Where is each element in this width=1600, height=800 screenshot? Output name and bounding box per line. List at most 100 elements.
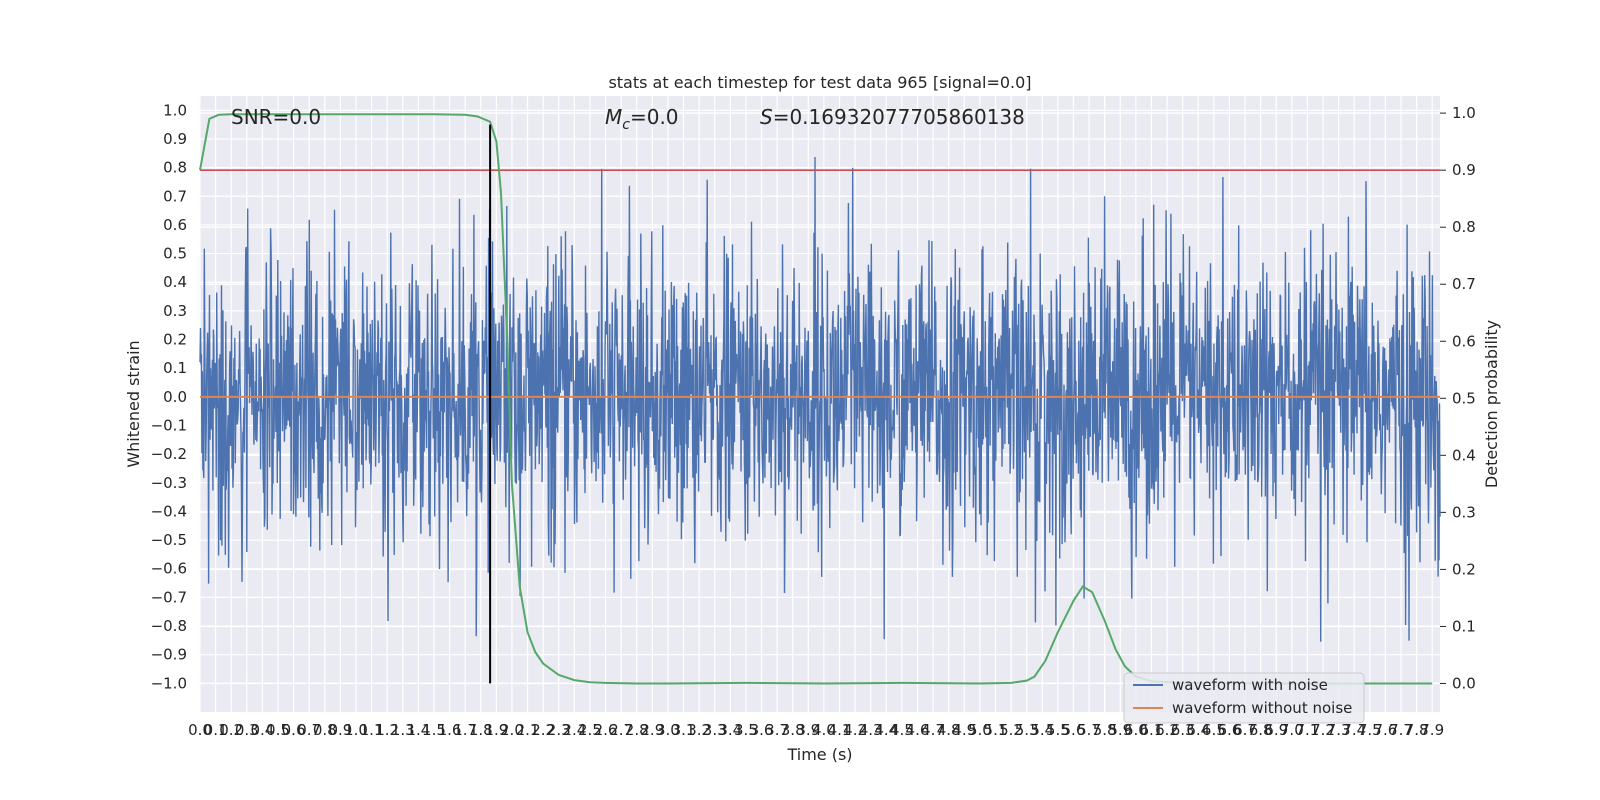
- x-tick-label: 1.1: [360, 721, 384, 739]
- y-left-tick-label: −0.6: [151, 560, 187, 578]
- series-detection-probability: [199, 113, 1433, 685]
- x-tick-label: 4.7: [921, 721, 945, 739]
- y-right-tick-label: 1.0: [1452, 104, 1476, 122]
- x-tick-label: 7.5: [1358, 721, 1382, 739]
- x-tick-label: 3.7: [765, 721, 789, 739]
- x-tick-label: 3.1: [672, 721, 696, 739]
- x-tick-label: 0.5: [266, 721, 290, 739]
- x-tick-label: 6.2: [1155, 721, 1179, 739]
- y-right-tick-label: 0.5: [1452, 389, 1476, 407]
- y-right-axis-label: Detection probability: [1482, 320, 1501, 488]
- x-tick-label: 1.5: [422, 721, 446, 739]
- snr-annotation: SNR=0.0: [231, 105, 321, 129]
- x-axis-label: Time (s): [786, 745, 852, 764]
- mc-symbol: M: [605, 105, 622, 129]
- x-tick-label: 7.6: [1373, 721, 1397, 739]
- y-left-tick-label: −0.8: [151, 617, 187, 635]
- x-tick-label: 6.9: [1264, 721, 1288, 739]
- x-tick-label: 0.4: [250, 721, 274, 739]
- x-tick-label: 6.7: [1233, 721, 1257, 739]
- x-tick-label: 4.2: [843, 721, 867, 739]
- x-tick-label: 5.5: [1046, 721, 1070, 739]
- chirp-mass-annotation: Mc=0.0: [605, 105, 679, 133]
- x-tick-label: 1.9: [484, 721, 508, 739]
- y-left-tick-label: −0.3: [151, 474, 187, 492]
- x-tick-label: 3.2: [687, 721, 711, 739]
- x-tick-label: 4.8: [937, 721, 961, 739]
- x-tick-label: 1.6: [438, 721, 462, 739]
- x-tick-label: 5.8: [1093, 721, 1117, 739]
- y-right-tick-label: 0.7: [1452, 275, 1476, 293]
- x-tick-label: 5.4: [1030, 721, 1054, 739]
- s-annotation: S=0.16932077705860138: [760, 105, 1025, 129]
- x-tick-label: 4.9: [952, 721, 976, 739]
- series-waveform-with-noise: [199, 156, 1441, 642]
- x-tick-label: 5.2: [999, 721, 1023, 739]
- series-waveform-with-noise-line: [199, 156, 1441, 642]
- x-tick-labels: 0.00.10.20.30.40.50.60.70.80.91.01.11.21…: [188, 721, 1444, 739]
- y-left-tick-label: 0.2: [163, 331, 187, 349]
- x-tick-label: 4.3: [859, 721, 883, 739]
- x-tick-label: 2.7: [609, 721, 633, 739]
- y-right-tick-label: 0.8: [1452, 218, 1476, 236]
- y-right-tick-label: 0.4: [1452, 446, 1476, 464]
- y-right-tick-labels: 1.0 0.9 0.8 0.7 0.6 0.5 0.4 0.3 0.2 0.1 0.0: [1452, 104, 1476, 692]
- x-tick-label: 6.5: [1202, 721, 1226, 739]
- x-tick-label: 2.2: [531, 721, 555, 739]
- x-tick-label: 4.4: [874, 721, 898, 739]
- chart-title: stats at each timestep for test data 965…: [608, 73, 1031, 92]
- x-tick-label: 2.3: [547, 721, 571, 739]
- x-tick-label: 6.1: [1140, 721, 1164, 739]
- x-tick-label: 6.8: [1249, 721, 1273, 739]
- x-tick-label: 3.0: [656, 721, 680, 739]
- y-left-tick-label: 0.1: [163, 359, 187, 377]
- y-axis-label: Whitened strain: [124, 340, 143, 467]
- x-tick-label: 1.8: [469, 721, 493, 739]
- x-tick-label: 3.3: [703, 721, 727, 739]
- x-tick-label: 0.0: [188, 721, 212, 739]
- x-tick-label: 0.7: [297, 721, 321, 739]
- x-tick-label: 2.8: [625, 721, 649, 739]
- x-tick-label: 7.8: [1405, 721, 1429, 739]
- x-tick-label: 7.9: [1420, 721, 1444, 739]
- legend-label-noise: waveform with noise: [1172, 676, 1328, 694]
- x-tick-label: 0.2: [219, 721, 243, 739]
- x-tick-label: 1.0: [344, 721, 368, 739]
- x-tick-label: 7.4: [1342, 721, 1366, 739]
- y-right-tick-label: 0.6: [1452, 332, 1476, 350]
- x-tick-label: 4.0: [812, 721, 836, 739]
- series-layer: [199, 113, 1440, 685]
- x-tick-label: 5.6: [1062, 721, 1086, 739]
- mc-subscript: c: [622, 117, 630, 133]
- x-tick-label: 2.9: [640, 721, 664, 739]
- x-tick-label: 0.3: [235, 721, 259, 739]
- x-tick-label: 1.4: [406, 721, 430, 739]
- x-tick-label: 3.6: [750, 721, 774, 739]
- x-tick-label: 2.0: [500, 721, 524, 739]
- y-right-tick-label: 0.9: [1452, 161, 1476, 179]
- x-tick-label: 4.5: [890, 721, 914, 739]
- x-tick-label: 6.6: [1218, 721, 1242, 739]
- y-left-tick-label: −0.7: [151, 588, 187, 606]
- x-tick-label: 2.4: [562, 721, 586, 739]
- s-symbol: S: [760, 105, 773, 129]
- y-left-tick-label: −0.5: [151, 531, 187, 549]
- x-tick-label: 7.0: [1280, 721, 1304, 739]
- x-tick-label: 0.6: [282, 721, 306, 739]
- x-tick-label: 1.3: [391, 721, 415, 739]
- s-value: =0.16932077705860138: [773, 105, 1025, 129]
- x-tick-label: 5.3: [1015, 721, 1039, 739]
- x-tick-label: 7.2: [1311, 721, 1335, 739]
- x-tick-label: 3.4: [718, 721, 742, 739]
- x-tick-label: 0.8: [313, 721, 337, 739]
- x-tick-label: 6.0: [1124, 721, 1148, 739]
- y-left-tick-label: 0.5: [163, 245, 187, 263]
- y-right-tick-label: 0.2: [1452, 560, 1476, 578]
- y-left-tick-label: 1.0: [163, 101, 187, 119]
- x-tick-label: 2.1: [516, 721, 540, 739]
- x-tick-label: 5.0: [968, 721, 992, 739]
- x-tick-label: 1.7: [453, 721, 477, 739]
- x-tick-label: 1.2: [375, 721, 399, 739]
- x-tick-label: 3.8: [781, 721, 805, 739]
